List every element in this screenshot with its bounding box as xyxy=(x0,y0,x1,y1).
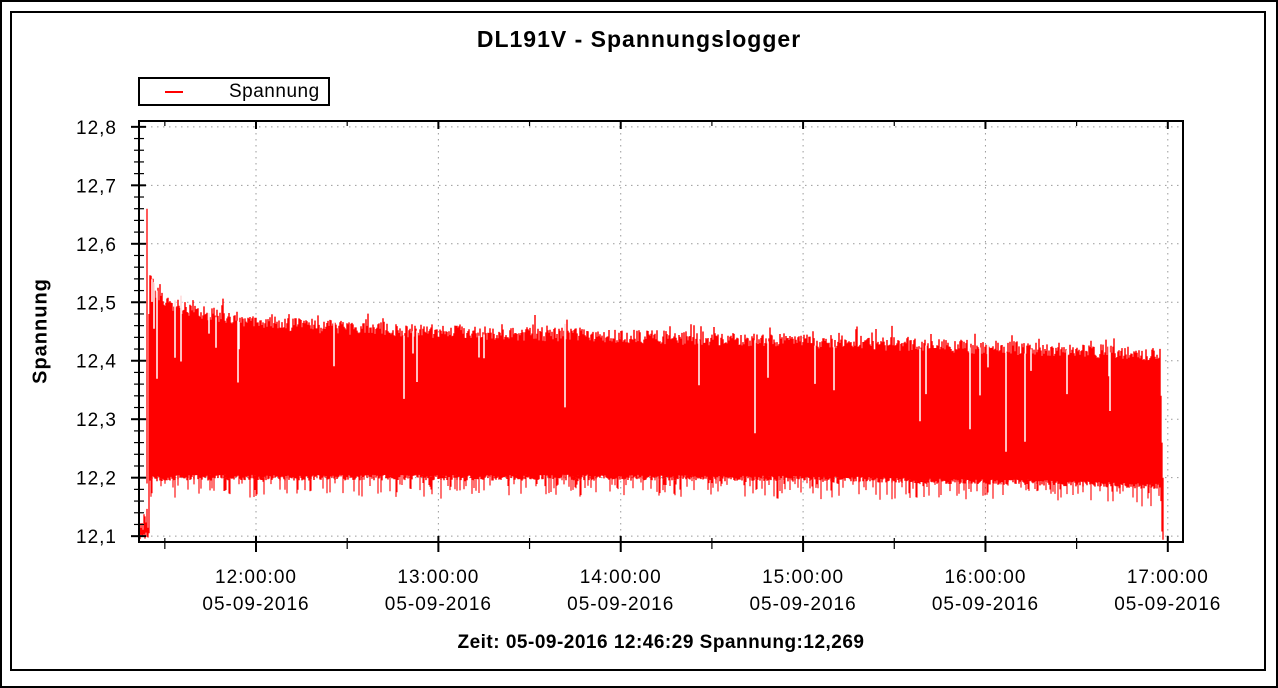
legend-series-label: Spannung xyxy=(229,80,320,102)
chart-title: DL191V - Spannungslogger xyxy=(476,26,802,52)
cursor-readout: Zeit: 05-09-2016 12:46:29 Spannung:12,26… xyxy=(457,632,865,653)
x-tick-time-label: 15:00:00 xyxy=(762,567,844,588)
x-tick-date-label: 05-09-2016 xyxy=(202,594,309,615)
y-tick-label: 12,2 xyxy=(76,469,117,490)
x-tick-time-label: 16:00:00 xyxy=(944,567,1026,588)
x-tick-time-label: 14:00:00 xyxy=(580,567,662,588)
x-axis-ticks xyxy=(164,121,1169,552)
y-tick-label: 12,3 xyxy=(76,410,117,431)
y-tick-label: 12,5 xyxy=(76,293,117,314)
y-axis-ticks xyxy=(131,125,146,538)
y-tick-label: 12,6 xyxy=(76,235,117,256)
legend-series-dash-icon xyxy=(165,90,183,93)
y-tick-label: 12,7 xyxy=(76,176,117,197)
y-axis-labels: 12,8 12,7 12,6 12,5 12,4 12,3 12,2 12,1 xyxy=(76,118,117,548)
x-tick-date-label: 05-09-2016 xyxy=(932,594,1039,615)
x-axis-labels: 12:00:00 05-09-2016 13:00:00 05-09-2016 14:0… xyxy=(202,567,1221,615)
series-spannung xyxy=(139,208,1164,540)
x-tick-time-label: 17:00:00 xyxy=(1127,567,1209,588)
x-tick-date-label: 05-09-2016 xyxy=(749,594,856,615)
x-tick-date-label: 05-09-2016 xyxy=(385,594,492,615)
y-tick-label: 12,8 xyxy=(76,118,117,139)
y-tick-label: 12,4 xyxy=(76,352,117,373)
axes xyxy=(138,120,1184,543)
legend-box: Spannung xyxy=(138,77,330,106)
x-tick-time-label: 13:00:00 xyxy=(397,567,479,588)
x-tick-date-label: 05-09-2016 xyxy=(1114,594,1221,615)
x-tick-time-label: 12:00:00 xyxy=(215,567,297,588)
x-tick-date-label: 05-09-2016 xyxy=(567,594,674,615)
y-tick-label: 12,1 xyxy=(76,527,117,548)
